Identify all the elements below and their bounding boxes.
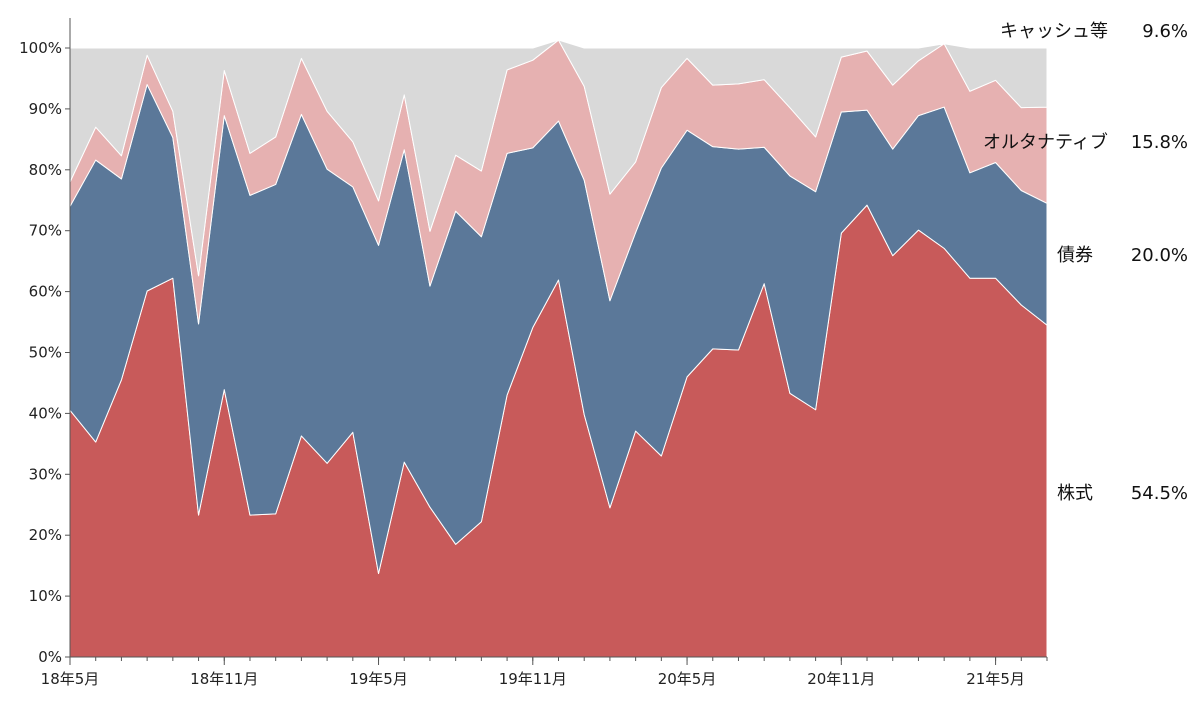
legend-label-alternative: オルタナティブ	[983, 131, 1108, 153]
legend-value-bonds: 20.0%	[1131, 245, 1188, 266]
legend: キャッシュ等 9.6% オルタナティブ 15.8% 債券 20.0% 株式 54…	[983, 21, 1188, 504]
x-tick-label: 20年11月	[807, 670, 875, 688]
legend-value-alternative: 15.8%	[1131, 132, 1188, 153]
y-tick-label: 100%	[19, 39, 62, 57]
y-tick-label: 20%	[29, 526, 62, 544]
y-tick-label: 30%	[29, 465, 62, 483]
y-tick-label: 90%	[29, 100, 62, 118]
y-tick-label: 0%	[38, 648, 62, 666]
legend-value-stocks: 54.5%	[1131, 483, 1188, 504]
area-layers	[69, 39, 1048, 658]
x-tick-label: 20年5月	[658, 670, 717, 688]
legend-label-bonds: 債券	[1057, 245, 1093, 266]
area-series-3	[69, 39, 1048, 277]
legend-value-cash: 9.6%	[1142, 21, 1188, 42]
x-tick-label: 18年11月	[190, 670, 258, 688]
y-tick-label: 40%	[29, 404, 62, 422]
y-tick-label: 10%	[29, 587, 62, 605]
x-tick-label: 19年5月	[349, 670, 408, 688]
x-axis: 18年5月 18年11月 19年5月 19年11月 20年5月 20年11月 21年5月	[41, 656, 1048, 688]
y-axis: 0% 10% 20% 30% 40% 50% 60% 70% 80% 90% 100%	[19, 18, 71, 666]
y-tick-label: 60%	[29, 283, 62, 301]
x-tick-label: 21年5月	[966, 670, 1025, 688]
x-tick-label: 19年11月	[499, 670, 567, 688]
y-tick-label: 70%	[29, 222, 62, 240]
legend-label-stocks: 株式	[1057, 483, 1093, 504]
y-tick-label: 80%	[29, 161, 62, 179]
y-tick-label: 50%	[29, 344, 62, 362]
legend-label-cash: キャッシュ等	[1000, 21, 1108, 42]
x-tick-label: 18年5月	[41, 670, 100, 688]
